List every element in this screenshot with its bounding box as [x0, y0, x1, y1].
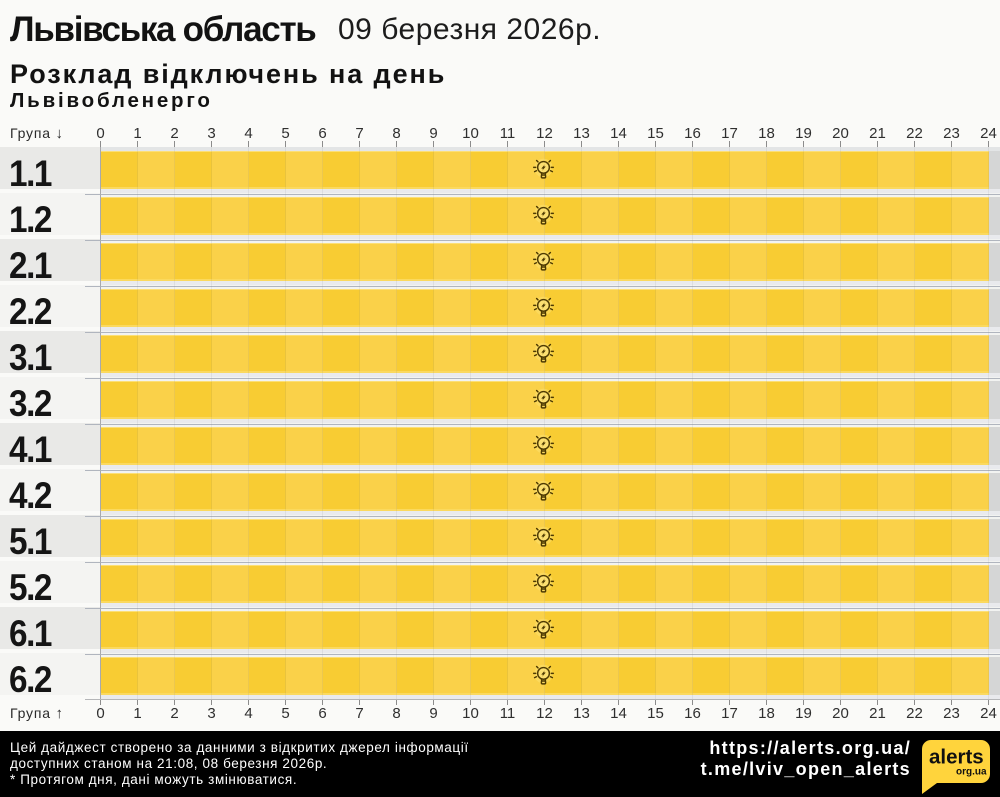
svg-text:alerts: alerts	[929, 746, 984, 769]
svg-text:org.ua: org.ua	[956, 767, 987, 778]
